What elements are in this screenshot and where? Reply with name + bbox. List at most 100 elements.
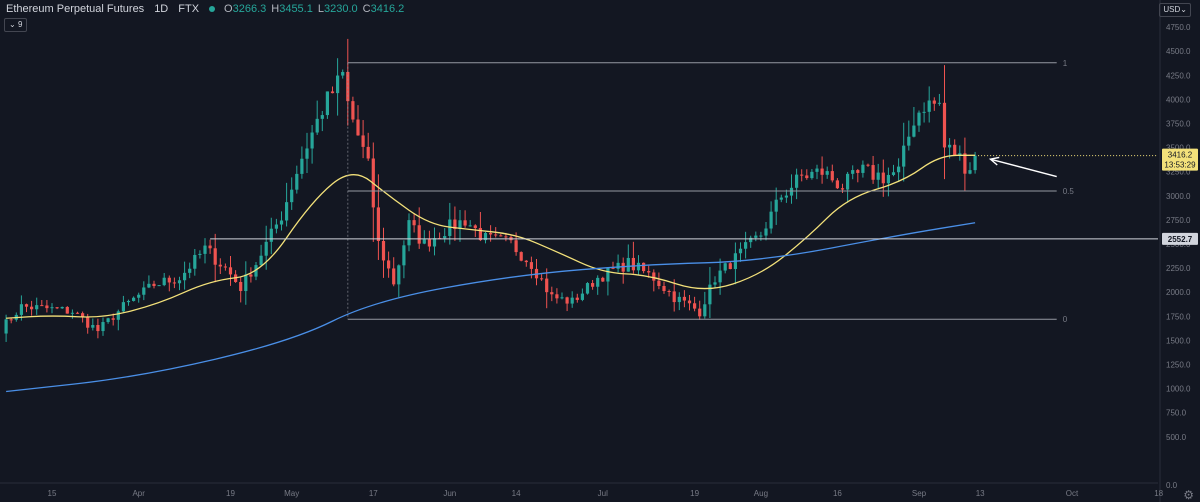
candle-body [254, 265, 258, 277]
indicator-toggle[interactable]: ⌄ 9 [4, 18, 28, 32]
candle-body [611, 267, 615, 269]
candle-body [800, 174, 804, 176]
candle [840, 183, 845, 194]
candle [188, 262, 192, 279]
candle [412, 212, 416, 233]
candle-body [50, 307, 54, 309]
candle-body [325, 91, 329, 116]
candle-body [830, 171, 834, 181]
candle [65, 306, 69, 314]
candle [754, 231, 758, 242]
candle [60, 306, 64, 309]
candle [330, 86, 335, 94]
candle-body [642, 262, 646, 272]
candle-body [239, 281, 243, 292]
candle-body [861, 164, 865, 173]
candle [381, 227, 386, 278]
candle-body [45, 305, 49, 309]
candle [325, 91, 329, 119]
candle [274, 218, 278, 234]
candle [417, 207, 421, 249]
candle-body [774, 199, 778, 212]
currency-selector[interactable]: USD⌄ [1159, 3, 1191, 17]
candle-body [427, 239, 431, 247]
candle-body [825, 171, 829, 175]
candle-countdown-label: 13:53:29 [1164, 161, 1196, 170]
gear-icon[interactable]: ⚙ [1183, 488, 1194, 502]
candle [249, 267, 253, 283]
candle [19, 295, 23, 321]
candle [4, 314, 8, 342]
candle-body [244, 274, 248, 292]
interval[interactable]: 1D [154, 3, 169, 15]
candle-body [55, 307, 59, 309]
candle [902, 122, 906, 182]
time-tick-label: May [284, 489, 299, 498]
candle-body [330, 91, 335, 94]
fib-level-0.5-label: 0.5 [1063, 187, 1075, 196]
time-tick-label: 19 [690, 489, 699, 498]
candle-body [402, 245, 406, 266]
candle-body [351, 101, 355, 120]
candle-body [754, 235, 758, 238]
candle [738, 242, 743, 262]
candle [733, 242, 737, 285]
candle [407, 213, 411, 252]
ohlc-open-label: O [224, 3, 233, 15]
candle [177, 276, 182, 291]
candle-body [356, 119, 360, 136]
candle-body [713, 282, 717, 285]
ohlc-close-value: 3416.2 [370, 3, 405, 15]
candle-body [922, 111, 926, 113]
candle [795, 168, 799, 200]
candle [652, 269, 656, 292]
price-tick-label: 0.0 [1166, 481, 1178, 490]
candle-body [795, 174, 799, 188]
fibonacci-retracement: 10.50 [347, 59, 1075, 324]
candle-body [540, 278, 544, 280]
candle-body [473, 225, 477, 229]
candle [744, 231, 748, 259]
candle [907, 120, 911, 151]
candle [279, 211, 284, 231]
candle-body [315, 118, 319, 133]
time-axis: 15Apr19May17Jun14Jul19Aug16Sep13Oct18Nov [48, 489, 1164, 498]
candle [40, 300, 44, 307]
candle [152, 280, 156, 289]
candle-body [835, 180, 839, 189]
horizontal-level-tag [1162, 232, 1198, 245]
candle-body [519, 252, 523, 261]
candle-body [545, 278, 549, 293]
candle-body [203, 245, 207, 254]
candle [693, 296, 697, 312]
candle [91, 318, 95, 331]
candle [387, 251, 391, 278]
symbol-name[interactable]: Ethereum Perpetual Futures [6, 3, 145, 15]
candle-body [177, 280, 182, 284]
candle [376, 174, 380, 260]
candle-body [550, 292, 554, 295]
ohlc-low-label: L [317, 3, 324, 15]
candle-body [805, 175, 809, 179]
candle-body [361, 135, 365, 147]
candle [524, 260, 528, 267]
market-status-dot-icon [209, 6, 216, 12]
current-price-tag [1162, 148, 1198, 171]
ohlc-low-value: 3230.0 [323, 3, 358, 15]
candle [932, 97, 936, 111]
time-tick-label: 16 [833, 489, 842, 498]
candle [769, 201, 773, 234]
candle [259, 244, 263, 267]
candle-body [468, 225, 472, 227]
candle [244, 261, 248, 305]
candle-body [494, 234, 498, 236]
candle-body [249, 274, 253, 277]
candle [718, 258, 722, 295]
candle-body [575, 297, 579, 300]
candle [239, 277, 243, 303]
candle [305, 132, 309, 173]
candle-body [662, 286, 666, 291]
candle-body [759, 235, 763, 237]
candle-body [157, 285, 161, 287]
